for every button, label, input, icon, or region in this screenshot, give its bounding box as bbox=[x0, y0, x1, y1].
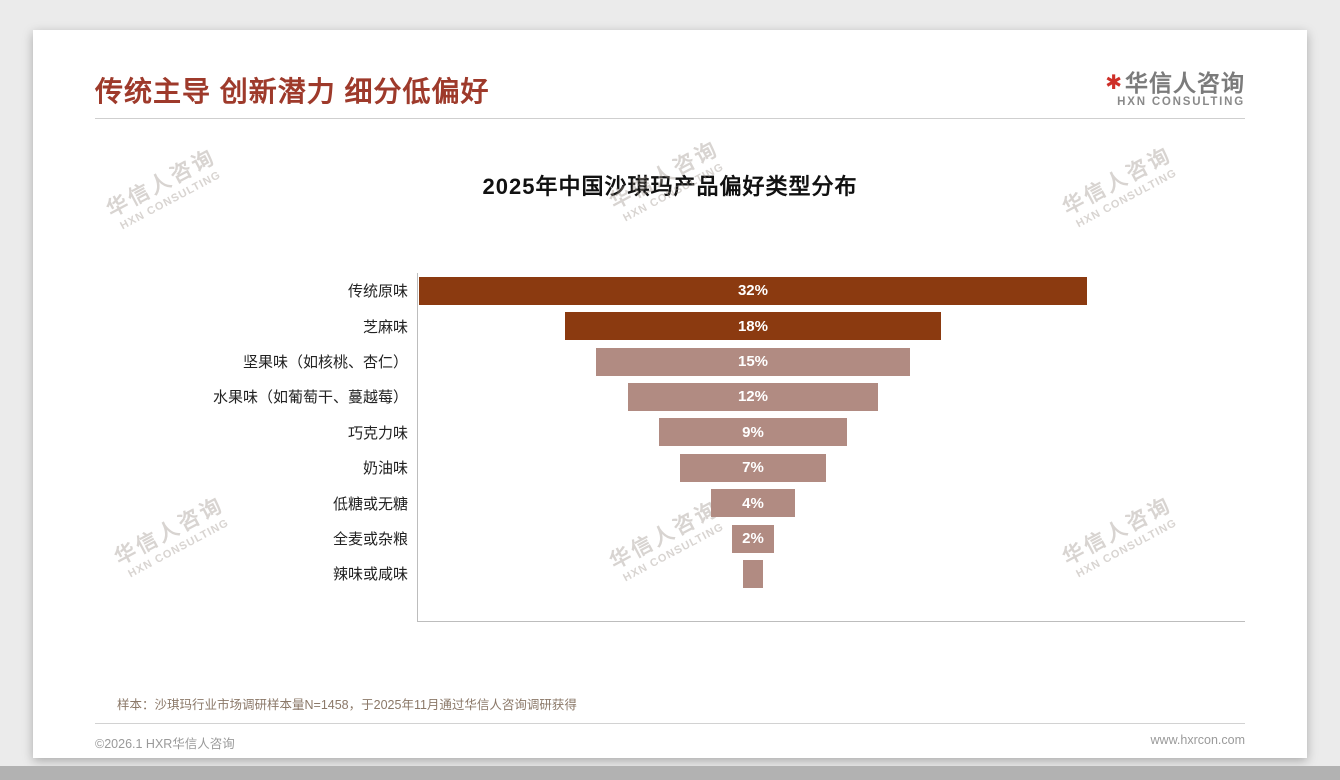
bar-value-label: 4% bbox=[742, 494, 764, 512]
bar-value-label: 12% bbox=[737, 388, 768, 406]
category-label: 全麦或杂粮 bbox=[332, 530, 408, 548]
page-title: 传统主导 创新潜力 细分低偏好 bbox=[95, 76, 490, 107]
bar-value-label: 2% bbox=[742, 530, 764, 547]
bottom-shadow-strip bbox=[0, 766, 1340, 780]
header-divider bbox=[95, 118, 1245, 119]
funnel-bar bbox=[742, 559, 764, 588]
sample-footnote: 样本：沙琪玛行业市场调研样本量N=1458，于2025年11月通过华信人咨询调研… bbox=[117, 698, 577, 712]
bar-value-label: 7% bbox=[742, 459, 764, 477]
funnel-bar: 7% bbox=[679, 453, 827, 482]
slide: 华信人咨询 HXN CONSULTING 华信人咨询 HXN CONSULTIN… bbox=[33, 30, 1307, 758]
funnel-bar: 15% bbox=[596, 347, 910, 376]
category-label: 坚果味（如核桃、杏仁） bbox=[242, 353, 408, 371]
category-label: 芝麻味 bbox=[362, 318, 408, 336]
category-label: 奶油味 bbox=[362, 460, 408, 478]
logo-asterisk-icon: ✱ bbox=[1105, 71, 1122, 94]
footer-divider bbox=[95, 723, 1245, 724]
funnel-bar: 2% bbox=[732, 524, 774, 553]
logo-name-en: HXN CONSULTING bbox=[1117, 96, 1245, 109]
funnel-bar: 32% bbox=[418, 276, 1088, 305]
footer-website: www.hxrcon.com bbox=[1150, 733, 1245, 747]
funnel-bar: 4% bbox=[711, 489, 795, 518]
funnel-bar: 18% bbox=[564, 312, 942, 341]
funnel-bar: 9% bbox=[658, 418, 848, 447]
category-label: 低糖或无糖 bbox=[332, 495, 408, 513]
funnel-chart: 传统原味芝麻味坚果味（如核桃、杏仁） 水果味（如葡萄干、蔓越莓） 巧克力味奶油味低糖… bbox=[95, 273, 1245, 622]
category-labels: 传统原味芝麻味坚果味（如核桃、杏仁） 水果味（如葡萄干、蔓越莓） 巧克力味奶油味低糖… bbox=[95, 273, 417, 622]
category-label: 巧克力味 bbox=[347, 424, 408, 442]
footer-copyright: ©2026.1 HXR华信人咨询 bbox=[95, 737, 235, 751]
category-label: 辣味或咸味 bbox=[332, 566, 408, 584]
bar-value-label: 32% bbox=[737, 282, 768, 300]
chart-title: 2025年中国沙琪玛产品偏好类型分布 bbox=[482, 174, 858, 199]
header: 传统主导 创新潜力 细分低偏好 ✱ 华信人咨询 HXN CONSULTING bbox=[95, 70, 1245, 118]
category-label: 水果味（如葡萄干、蔓越莓） bbox=[212, 389, 408, 407]
funnel-bar: 12% bbox=[627, 382, 879, 411]
category-label: 传统原味 bbox=[347, 283, 408, 301]
footer: ©2026.1 HXR华信人咨询 www.hxrcon.com bbox=[95, 733, 1245, 752]
plot-area: 32% 18% 15% 12% 9% 7% 4% 2% bbox=[417, 273, 1245, 622]
bar-value-label: 15% bbox=[737, 353, 769, 370]
bar-value-label: 18% bbox=[737, 317, 768, 335]
logo-name-cn: 华信人咨询 bbox=[1125, 70, 1245, 96]
company-logo: ✱ 华信人咨询 HXN CONSULTING bbox=[1105, 70, 1245, 110]
bar-value-label: 9% bbox=[742, 423, 764, 441]
